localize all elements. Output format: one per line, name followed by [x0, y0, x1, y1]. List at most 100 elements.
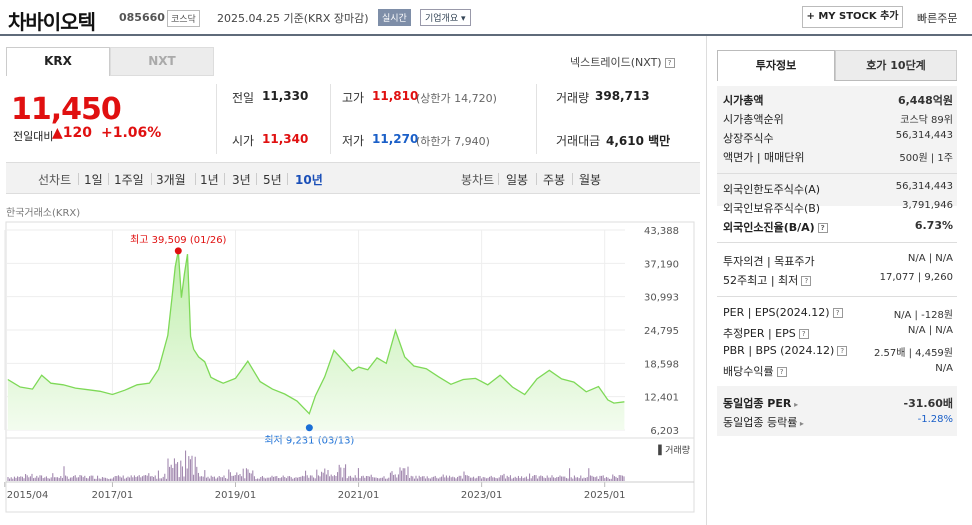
- x-tick-label: 2017/01: [92, 490, 134, 501]
- investment-info-panel: 투자정보 호가 10단계 시가총액 6,448억원 시가총액순위 코스닥 89위 상…: [706, 36, 972, 525]
- low-label: 저가: [342, 134, 365, 148]
- lower-limit: (하한가 7,940): [416, 135, 490, 148]
- info-row: 외국인보유주식수(B) 3,791,946: [723, 200, 953, 219]
- help-icon[interactable]: ?: [837, 346, 848, 356]
- info-key: 외국인보유주식수(B): [723, 202, 821, 215]
- price-area: [7, 250, 625, 430]
- quick-order-link[interactable]: 빠른주문: [917, 12, 958, 25]
- prev-close-label: 전일: [232, 91, 255, 105]
- info-key: 추정PER | EPS: [723, 327, 796, 340]
- y-tick-label: 37,190: [644, 259, 679, 270]
- tab-nxt[interactable]: NXT: [110, 47, 214, 76]
- max-point: [174, 247, 182, 255]
- x-tick-label: 2019/01: [215, 490, 257, 501]
- help-icon[interactable]: ?: [664, 58, 675, 68]
- my-stock-add-button[interactable]: + MY STOCK 추가: [802, 6, 903, 28]
- nxt-link-label: 넥스트레이드(NXT): [570, 56, 662, 69]
- section-bg: [717, 386, 957, 436]
- separator: [151, 173, 152, 185]
- stock-name: 차바이오텍: [8, 10, 96, 34]
- divider: [536, 84, 537, 154]
- period-1y[interactable]: 1년: [200, 173, 219, 187]
- realtime-badge[interactable]: 실시간: [378, 9, 411, 26]
- info-key-with-arrow: 동일업종 PER ▸: [723, 395, 798, 411]
- info-row: PBR | BPS (2024.12)? 2.57배 | 4,459원: [723, 344, 953, 363]
- info-row: 추정PER | EPS? N/A | N/A: [723, 325, 953, 344]
- period-1d[interactable]: 1일: [84, 173, 103, 187]
- info-key: 동일업종 등락률: [723, 416, 798, 429]
- info-row: 액면가 | 매매단위 500원 | 1주: [723, 149, 953, 168]
- candle-daily[interactable]: 일봉: [506, 173, 529, 187]
- y-tick-label: 12,401: [644, 393, 679, 404]
- info-key-with-help: 추정PER | EPS?: [723, 325, 809, 341]
- help-icon[interactable]: ?: [776, 367, 787, 377]
- info-key: 52주최고 | 최저: [723, 274, 799, 287]
- help-icon[interactable]: ?: [832, 308, 843, 318]
- price-chart[interactable]: 43,388 37,190 30,993 24,795 18,598 12,401 6,20…: [0, 0, 706, 525]
- stock-header: 차바이오텍 085660 코스닥 2025.04.25 기준(KRX 장마감) …: [0, 0, 972, 36]
- quote-panel: KRX NXT 넥스트레이드(NXT)? 11,450 전일대비 ▲120 +1…: [6, 46, 700, 520]
- info-value: N/A: [935, 363, 953, 374]
- nxt-info-link[interactable]: 넥스트레이드(NXT)?: [570, 54, 675, 70]
- separator: [572, 173, 573, 185]
- y-tick-label: 43,388: [644, 226, 679, 237]
- divider: [835, 80, 957, 81]
- period-5y[interactable]: 5년: [263, 173, 282, 187]
- info-row: PER | EPS(2024.12)? N/A | -128원: [723, 306, 953, 325]
- candle-chart-label: 봉차트: [461, 173, 495, 187]
- separator: [287, 173, 288, 185]
- info-key: PBR | BPS (2024.12): [723, 344, 835, 357]
- period-10y[interactable]: 10년: [295, 173, 323, 187]
- period-1w[interactable]: 1주일: [114, 173, 144, 187]
- help-icon[interactable]: ?: [801, 276, 812, 286]
- y-tick-label: 18,598: [644, 359, 679, 370]
- info-value: -31.60배: [903, 397, 953, 410]
- info-key: 시가총액순위: [723, 113, 784, 126]
- info-row: 상장주식수 56,314,443: [723, 130, 953, 149]
- info-value: N/A | N/A: [907, 325, 953, 336]
- info-row: 시가총액 6,448억원: [723, 92, 953, 111]
- separator: [108, 173, 109, 185]
- info-key-with-help: PER | EPS(2024.12)?: [723, 306, 843, 319]
- company-overview-button[interactable]: 기업개요 ▾: [420, 9, 471, 26]
- tab-krx[interactable]: KRX: [6, 47, 110, 76]
- volume-label: 거래량: [556, 91, 590, 105]
- info-row: 시가총액순위 코스닥 89위: [723, 111, 953, 130]
- prev-close-value: 11,330: [262, 89, 309, 103]
- y-tick-label: 24,795: [644, 326, 679, 337]
- info-value: 6,448억원: [897, 94, 953, 107]
- amount-value: 4,610 백만: [606, 134, 671, 148]
- divider: [717, 242, 957, 243]
- min-label: 최저 9,231 (03/13): [264, 435, 354, 447]
- info-key: 외국인한도주식수(A): [723, 183, 821, 196]
- help-icon[interactable]: ?: [798, 329, 809, 339]
- info-row[interactable]: 동일업종 PER ▸ -31.60배: [723, 395, 953, 414]
- chart-source-label: 한국거래소(KRX): [6, 208, 81, 219]
- info-key-with-help: 외국인소진율(B/A)?: [723, 219, 828, 235]
- chevron-right-icon: ▸: [797, 419, 804, 428]
- chevron-right-icon: ▸: [791, 400, 799, 409]
- info-value: 500원 | 1주: [899, 153, 953, 164]
- candle-monthly[interactable]: 월봉: [579, 173, 602, 187]
- info-value: 56,314,443: [895, 181, 953, 192]
- max-label: 최고 39,509 (01/26): [130, 234, 226, 246]
- info-key-with-help: 배당수익률?: [723, 363, 787, 379]
- period-3y[interactable]: 3년: [232, 173, 251, 187]
- x-tick-label: 2023/01: [461, 490, 503, 501]
- tab-investment-info[interactable]: 투자정보: [717, 50, 835, 81]
- separator: [498, 173, 499, 185]
- tab-order-book-10[interactable]: 호가 10단계: [835, 50, 957, 81]
- info-row: 52주최고 | 최저? 17,077 | 9,260: [723, 272, 953, 291]
- candle-weekly[interactable]: 주봉: [543, 173, 566, 187]
- separator: [224, 173, 225, 185]
- info-value: 3,791,946: [902, 200, 953, 211]
- help-icon[interactable]: ?: [817, 223, 828, 233]
- info-row: 배당수익률? N/A: [723, 363, 953, 382]
- info-key: 투자의견 | 목표주가: [723, 255, 815, 268]
- info-row[interactable]: 동일업종 등락률 ▸ -1.28%: [723, 414, 953, 433]
- info-row: 외국인소진율(B/A)? 6.73%: [723, 219, 953, 238]
- period-3m[interactable]: 3개월: [156, 173, 186, 187]
- date-text: 2025.04.25 기준(KRX 장마감): [217, 12, 369, 25]
- volume-label: ▌거래량: [657, 444, 690, 456]
- volume-value: 398,713: [595, 89, 650, 103]
